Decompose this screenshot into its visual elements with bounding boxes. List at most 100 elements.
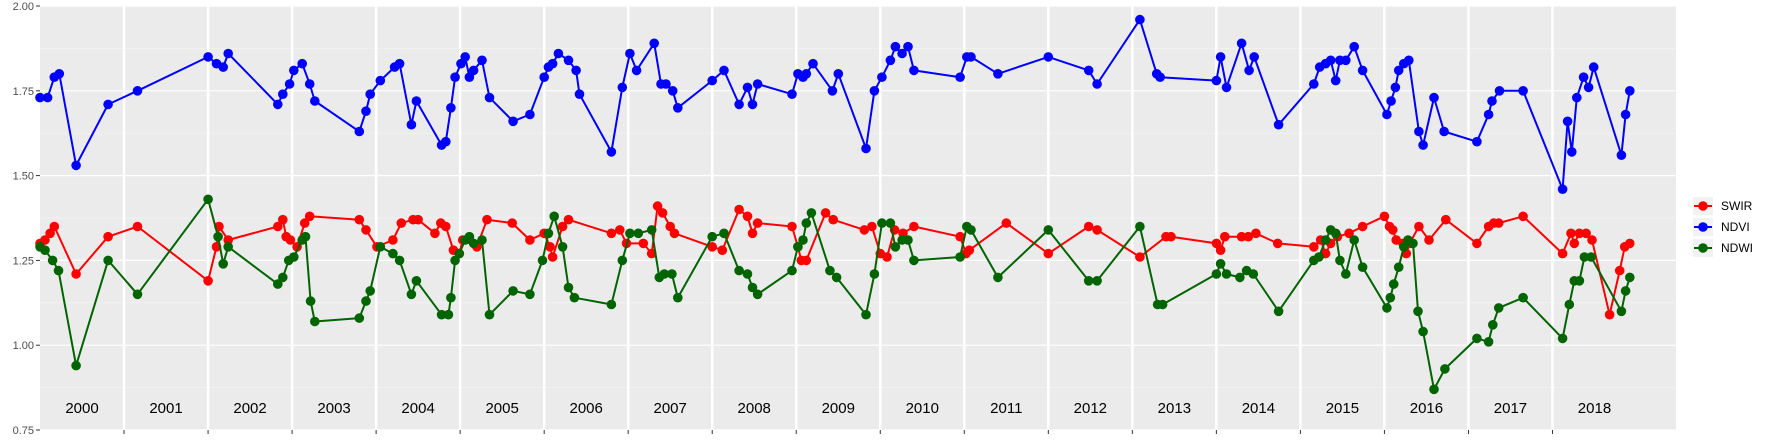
swir-point xyxy=(752,218,763,228)
swir-point xyxy=(563,214,574,225)
ndvi-point xyxy=(1043,52,1054,62)
swir-point xyxy=(299,218,310,228)
ndwi-point xyxy=(1413,306,1423,317)
swir-point xyxy=(1083,221,1094,232)
ndwi-point xyxy=(394,255,405,266)
ndvi-point xyxy=(1330,75,1341,86)
ndwi-point xyxy=(1221,269,1232,279)
ndwi-point xyxy=(793,242,803,252)
swir-point xyxy=(1251,228,1261,239)
ndwi-point xyxy=(1418,326,1428,337)
ndvi-point xyxy=(539,72,549,82)
ndvi-point xyxy=(460,52,471,62)
swir-point xyxy=(1569,238,1580,249)
ndwi-point xyxy=(525,289,535,300)
swir-point xyxy=(606,228,617,239)
ndvi-point xyxy=(752,79,763,89)
ndwi-point xyxy=(869,269,880,279)
ndwi-point xyxy=(885,218,896,228)
ndvi-point xyxy=(563,55,574,66)
ndwi-point xyxy=(719,228,729,239)
ndwi-point xyxy=(1385,292,1396,303)
swir-point xyxy=(1043,248,1054,259)
swir-point xyxy=(652,201,663,211)
swir-point xyxy=(545,242,555,252)
ndwi-point xyxy=(659,269,670,279)
ndvi-point xyxy=(787,89,797,99)
swir-point xyxy=(638,238,649,249)
ndwi-point xyxy=(877,218,887,228)
ndwi-point xyxy=(203,194,213,205)
year-label: 2012 xyxy=(1074,400,1107,417)
swir-point xyxy=(388,235,398,245)
ndvi-point xyxy=(631,65,642,76)
y-tick-label: 1.50 xyxy=(13,171,34,183)
swir-point xyxy=(1441,214,1451,225)
ndwi-point xyxy=(617,255,628,266)
ndvi-point xyxy=(1518,86,1528,96)
swir-point xyxy=(1379,211,1390,222)
ndvi-point xyxy=(1341,55,1351,66)
ndvi-point xyxy=(885,55,896,66)
year-label: 2015 xyxy=(1326,400,1359,417)
ndvi-point xyxy=(1309,79,1319,89)
data-series xyxy=(35,14,1635,395)
ndvi-point xyxy=(1472,136,1482,147)
ndwi-point xyxy=(955,252,965,262)
swir-point xyxy=(717,245,728,255)
ndvi-point xyxy=(993,69,1003,79)
swir-point xyxy=(1614,265,1625,276)
ndwi-point xyxy=(1579,252,1590,262)
ndvi-point xyxy=(525,109,535,120)
ndvi-point xyxy=(890,41,901,52)
year-label: 2014 xyxy=(1242,400,1275,417)
swir-point xyxy=(1220,231,1230,242)
ndvi-point xyxy=(1155,72,1165,82)
ndvi-point xyxy=(1429,92,1439,103)
swir-point xyxy=(1424,235,1434,245)
year-label: 2002 xyxy=(233,400,266,417)
ndwi-point xyxy=(1083,276,1094,286)
ndwi-point xyxy=(993,272,1003,283)
ndwi-point xyxy=(1408,238,1418,249)
ndwi-point xyxy=(747,282,758,293)
swir-point xyxy=(1001,218,1012,228)
swir-point xyxy=(669,228,680,239)
ndwi-point xyxy=(752,289,763,300)
ndwi-point xyxy=(305,296,316,306)
swir-point xyxy=(132,221,143,232)
ndwi-point xyxy=(606,299,617,310)
ndvi-point xyxy=(103,99,113,110)
ndwi-point xyxy=(1493,303,1504,313)
ndvi-point xyxy=(297,58,308,69)
swir-point xyxy=(787,221,797,232)
ndvi-point xyxy=(1588,62,1599,72)
ndvi-point xyxy=(897,48,907,59)
ndwi-point xyxy=(484,309,495,320)
ndvi-point xyxy=(361,106,371,116)
ndvi-point xyxy=(1357,65,1368,76)
swir-point xyxy=(1243,231,1254,242)
ndwi-point xyxy=(557,242,568,252)
swir-point xyxy=(1344,228,1354,239)
ndwi-point xyxy=(365,286,376,296)
ndwi-point xyxy=(1135,221,1145,232)
ndwi-point xyxy=(831,272,842,283)
legend-key-point xyxy=(1698,222,1708,232)
ndvi-point xyxy=(909,65,919,76)
ndwi-point xyxy=(667,269,677,279)
year-label: 2016 xyxy=(1410,400,1443,417)
ndwi-point xyxy=(310,316,320,327)
ndwi-point xyxy=(1472,333,1482,344)
ndwi-point xyxy=(1483,337,1494,347)
ndwi-point xyxy=(646,225,657,235)
ndvi-point xyxy=(606,147,617,157)
y-tick-label: 1.00 xyxy=(13,340,34,352)
ndvi-point xyxy=(1215,52,1226,62)
ndvi-point xyxy=(446,103,456,113)
swir-point xyxy=(1272,238,1283,249)
ndvi-point xyxy=(71,160,81,171)
year-label: 2000 xyxy=(65,400,98,417)
ndvi-point xyxy=(304,79,315,89)
swir-point xyxy=(742,211,753,222)
